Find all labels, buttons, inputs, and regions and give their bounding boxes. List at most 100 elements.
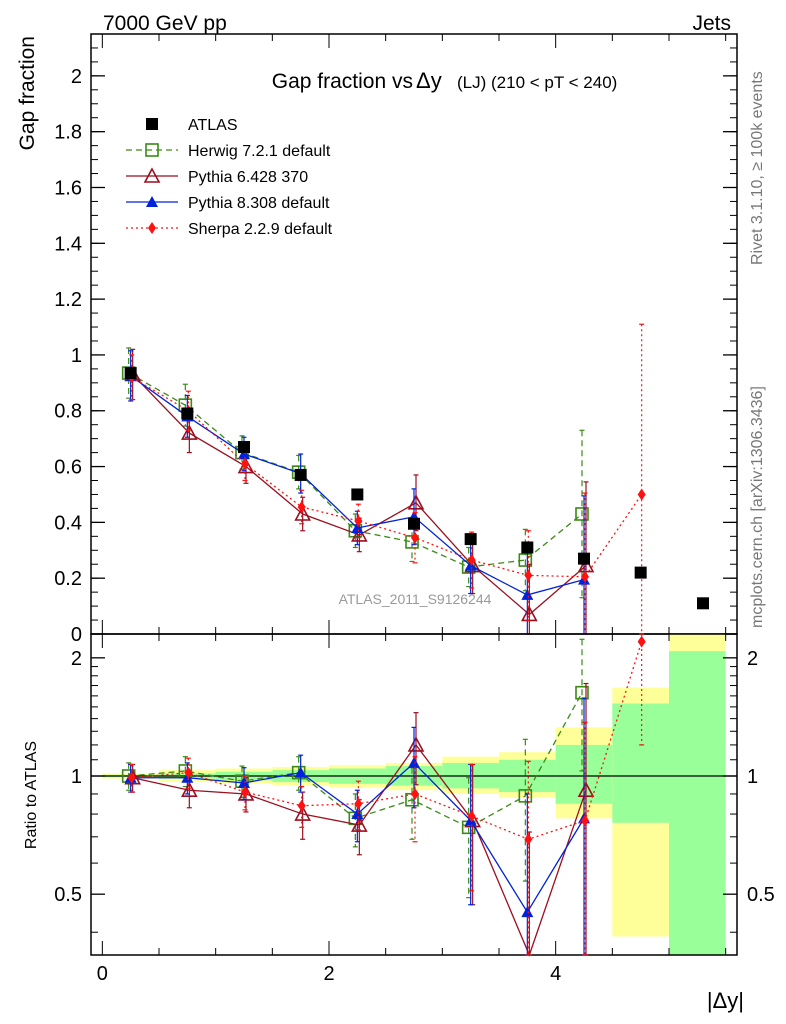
main-y-tick-label: 0.2: [54, 568, 82, 590]
legend-entry-pythia8: Pythia 8.308 default: [126, 195, 330, 212]
main-series-herwig: [121, 347, 589, 599]
ratio-y-tick-label: 1: [71, 766, 82, 788]
main-point-pythia6: [350, 526, 368, 542]
ratio-point-pythia6: [294, 805, 312, 821]
main-point-atlas: [351, 488, 364, 501]
header-jets-label: Jets: [692, 12, 731, 35]
ratio-point-pythia6: [350, 816, 368, 832]
main-point-pythia6: [577, 556, 595, 573]
analysis-watermark: ATLAS_2011_S9126244: [339, 591, 492, 607]
ratio-point-sherpa: [524, 833, 533, 846]
main-title: Gap fraction vs: [272, 70, 413, 93]
main-point-atlas: [634, 566, 647, 579]
legend-marker-pythia6: [143, 167, 161, 183]
legend-entry-atlas: ATLAS: [146, 117, 238, 134]
main-point-sherpa: [467, 554, 476, 567]
main-point-atlas: [294, 468, 307, 481]
legend-label: Herwig 7.2.1 default: [188, 143, 331, 160]
x-tick-label: 2: [323, 963, 334, 985]
ratio-point-sherpa: [581, 814, 589, 827]
main-point-atlas: [238, 441, 250, 454]
main-point-sherpa: [411, 531, 419, 544]
legend-entry-sherpa: Sherpa 2.2.9 default: [126, 221, 333, 238]
ratio-point-sherpa: [411, 787, 419, 800]
main-y-tick-label: 1: [71, 345, 82, 367]
legend: ATLAS Herwig 7.2.1 default Pythia 6.428 37…: [126, 117, 333, 238]
ratio-point-herwig: [518, 789, 533, 803]
main-series-sherpa: [127, 323, 646, 635]
main-point-atlas: [521, 541, 534, 554]
ratio-point-sherpa: [241, 786, 249, 799]
main-panel: 0 0.2 0.4 0.6 0.8 1 1.2 1.4 1.6 1.8 2: [54, 33, 738, 646]
ratio-point-herwig: [291, 765, 306, 780]
main-point-pythia6: [407, 494, 425, 510]
main-title-tail: (LJ) (210 < pT < 240): [457, 73, 617, 92]
legend-label: Pythia 8.308 default: [188, 195, 330, 212]
main-point-atlas: [697, 597, 709, 610]
ratio-point-pythia6: [407, 736, 425, 752]
ratio-point-sherpa: [467, 810, 476, 823]
ratio-point-sherpa: [354, 797, 363, 810]
ratio-point-pythia8: [408, 756, 420, 768]
main-y-tick-label: 1.6: [54, 177, 82, 199]
main-point-sherpa: [637, 488, 646, 501]
ratio-series-pythia8: [124, 697, 590, 956]
ratio-y-axis-label: Ratio to ATLAS: [23, 741, 40, 849]
ratio-point-pythia8: [521, 906, 534, 918]
ratio-frame: [90, 633, 738, 956]
main-point-herwig: [575, 507, 589, 521]
legend-marker-atlas: [146, 118, 158, 130]
main-point-sherpa: [297, 501, 306, 514]
x-axis-label: |Δy|: [707, 988, 744, 1013]
legend-entry-pythia6: Pythia 6.428 370: [126, 167, 308, 186]
ratio-panel: 0.5 0.5 1 1 2 2 0 2 4: [54, 633, 775, 985]
ratio-point-pythia8: [181, 771, 194, 783]
ratio-series-sherpa: [127, 633, 646, 956]
ratio-point-sherpa: [184, 766, 193, 779]
ratio-line-sherpa: [131, 641, 643, 840]
main-point-pythia6: [180, 424, 198, 440]
ratio-point-pythia6: [577, 781, 595, 798]
main-title-symbol: Δy: [416, 68, 442, 93]
legend-entry-herwig: Herwig 7.2.1 default: [126, 143, 331, 160]
main-point-atlas: [124, 367, 137, 380]
ratio-band-green: [612, 703, 669, 823]
main-point-pythia8: [464, 559, 477, 571]
main-y-tick-label: 0.8: [54, 401, 82, 423]
main-point-pythia8: [238, 448, 250, 459]
main-y-tick-label: 1.2: [54, 289, 82, 311]
ratio-point-pythia8: [238, 776, 250, 788]
main-point-pythia6: [294, 505, 312, 521]
main-y-tick-label: 1.8: [54, 122, 82, 144]
rivet-version-label: Rivet 3.1.10, ≥ 100k events: [749, 71, 766, 265]
x-tick-label: 0: [97, 963, 108, 985]
main-point-atlas: [181, 407, 194, 420]
main-point-pythia8: [351, 521, 364, 533]
ratio-y-tick-label-right: 0.5: [747, 884, 775, 906]
main-point-sherpa: [581, 570, 589, 583]
main-y-tick-label: 0.6: [54, 457, 82, 479]
ratio-point-sherpa: [127, 771, 136, 784]
ratio-y-tick-label: 2: [71, 648, 82, 670]
legend-label: Pythia 6.428 370: [188, 169, 308, 186]
ratio-y-tick-label-right: 2: [747, 648, 758, 670]
main-point-atlas: [464, 533, 477, 546]
header-energy-label: 7000 GeV pp: [103, 12, 227, 35]
legend-marker-pythia8: [146, 196, 158, 207]
ratio-y-tick-label: 0.5: [54, 884, 82, 906]
main-point-atlas: [578, 552, 590, 565]
legend-label: ATLAS: [188, 117, 238, 134]
main-point-sherpa: [241, 457, 249, 470]
legend-marker-sherpa: [148, 222, 156, 234]
ratio-point-pythia6: [180, 781, 198, 798]
legend-marker-herwig: [145, 143, 159, 157]
main-y-axis-label: Gap fraction: [16, 36, 39, 150]
main-point-atlas: [408, 517, 420, 530]
main-data: [121, 323, 709, 635]
main-y-tick-label: 1.4: [54, 233, 82, 255]
main-y-tick-label: 0.4: [54, 512, 82, 534]
ratio-point-herwig: [575, 685, 589, 700]
main-point-pythia6: [237, 457, 255, 474]
ratio-point-pythia8: [351, 808, 364, 820]
